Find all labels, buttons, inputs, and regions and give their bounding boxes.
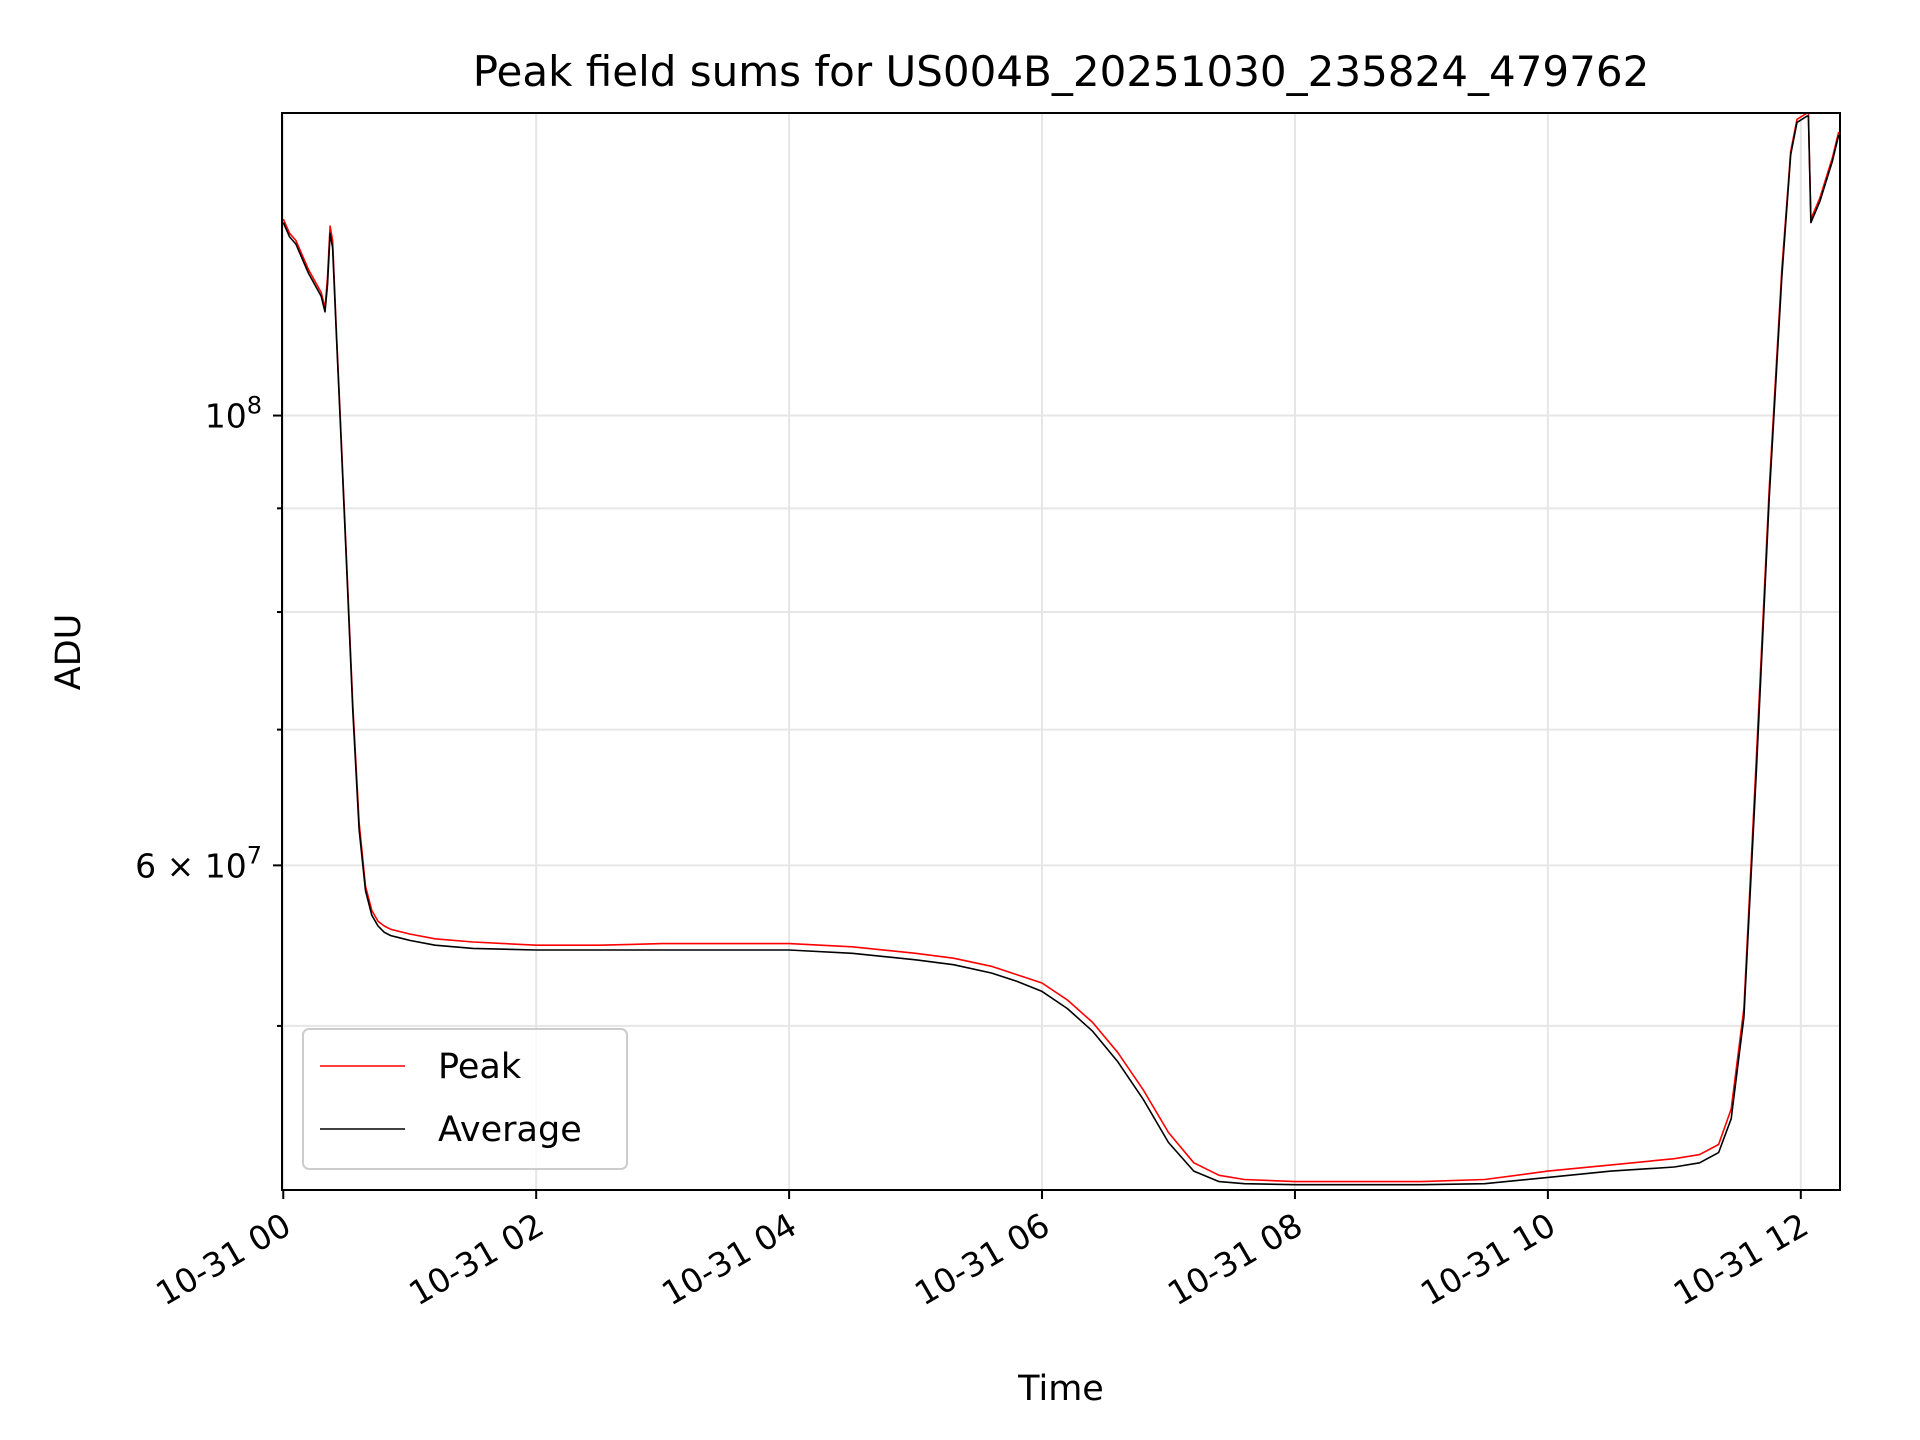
y-axis-label: ADU bbox=[49, 614, 89, 691]
legend-label-peak: Peak bbox=[438, 1047, 522, 1087]
y-axis: 6 × 107 108 bbox=[135, 392, 282, 1027]
series-line-average bbox=[282, 115, 1840, 1186]
grid bbox=[282, 113, 1840, 1190]
y-tick-label: 6 × 107 bbox=[135, 841, 262, 885]
legend-box bbox=[302, 1028, 628, 1170]
legend: Peak Average bbox=[302, 1028, 628, 1170]
plot-frame bbox=[281, 112, 1841, 1191]
legend-label-average: Average bbox=[438, 1110, 582, 1150]
y-tick-label: 108 bbox=[205, 392, 262, 436]
chart-title: Peak field sums for US004B_20251030_2358… bbox=[473, 47, 1650, 96]
series-layer bbox=[282, 112, 1840, 1186]
x-axis-label: Time bbox=[1017, 1369, 1104, 1409]
